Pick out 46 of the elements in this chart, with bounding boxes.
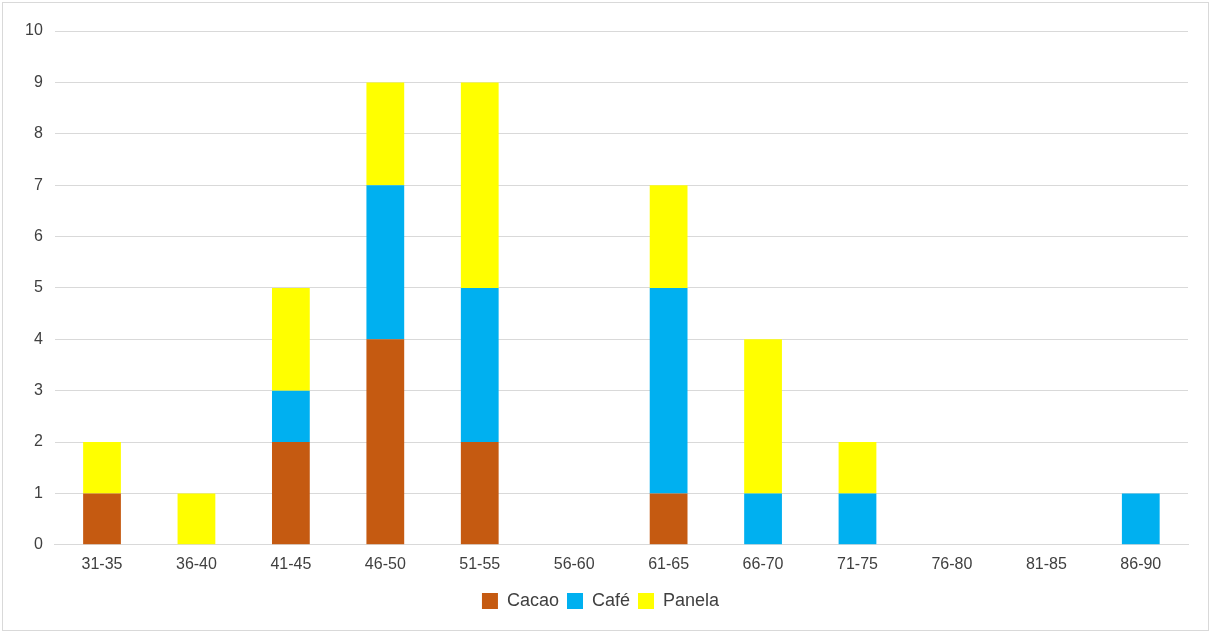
x-tick-label: 81-85 bbox=[1025, 554, 1067, 572]
y-tick-label: 10 bbox=[25, 21, 43, 39]
bar bbox=[649, 185, 688, 288]
x-tick-label: 66-70 bbox=[742, 554, 784, 572]
y-tick-label: 1 bbox=[33, 483, 43, 501]
legend-label: Cacao bbox=[506, 589, 559, 610]
y-tick-label: 9 bbox=[33, 72, 43, 90]
bar bbox=[744, 339, 782, 494]
bar bbox=[83, 442, 121, 494]
y-tick-label: 7 bbox=[33, 175, 43, 193]
x-tick-label: 86-90 bbox=[1120, 554, 1162, 572]
x-tick-label: 41-45 bbox=[270, 554, 312, 572]
x-tick-label: 51-55 bbox=[459, 554, 501, 572]
y-tick-label: 4 bbox=[33, 329, 43, 347]
bar bbox=[838, 442, 877, 494]
bar bbox=[366, 339, 405, 545]
y-tick-label: 6 bbox=[33, 226, 43, 244]
bar bbox=[649, 493, 688, 545]
bar bbox=[271, 390, 310, 443]
bar bbox=[83, 493, 121, 545]
x-tick-label: 31-35 bbox=[81, 554, 123, 572]
bar bbox=[1121, 493, 1160, 545]
y-tick-label: 3 bbox=[33, 381, 43, 399]
legend-label: Panela bbox=[663, 589, 721, 610]
bar bbox=[838, 493, 877, 545]
bar bbox=[271, 287, 310, 391]
x-tick-label: 36-40 bbox=[175, 554, 218, 572]
x-tick-label: 76-80 bbox=[931, 554, 973, 572]
legend-label: Café bbox=[591, 589, 631, 610]
bar bbox=[460, 287, 499, 443]
y-tick-label: 5 bbox=[33, 278, 43, 296]
bar bbox=[366, 185, 405, 340]
x-tick-label: 71-75 bbox=[837, 554, 879, 572]
y-tick-label: 8 bbox=[33, 124, 43, 142]
bar bbox=[649, 287, 688, 494]
x-tick-label: 46-50 bbox=[364, 554, 406, 572]
bar bbox=[460, 82, 499, 288]
x-tick-label: 61-65 bbox=[648, 554, 690, 572]
bar bbox=[744, 493, 782, 545]
bar bbox=[271, 442, 310, 545]
x-tick-label: 56-60 bbox=[553, 554, 595, 572]
bar bbox=[460, 442, 499, 545]
bar bbox=[366, 82, 405, 186]
bar bbox=[177, 493, 216, 545]
y-tick-label: 2 bbox=[33, 432, 43, 450]
y-tick-label: 0 bbox=[33, 535, 43, 553]
